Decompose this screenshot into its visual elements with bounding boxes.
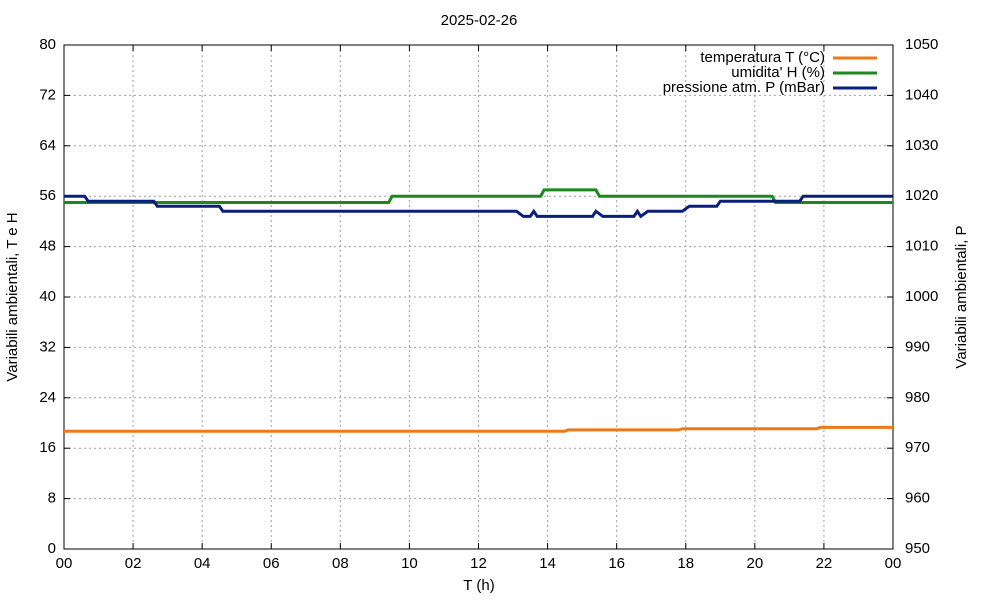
legend-label: umidita' H (%) bbox=[731, 64, 825, 81]
y-tick-label: 72 bbox=[39, 86, 56, 103]
y2-axis-label: Variabili ambientali, P bbox=[953, 225, 970, 368]
y2-tick-label: 1020 bbox=[905, 187, 938, 204]
x-tick-label: 02 bbox=[125, 555, 142, 572]
x-tick-label: 12 bbox=[470, 555, 487, 572]
x-tick-label: 06 bbox=[263, 555, 280, 572]
y-axis-label: Variabili ambientali, T e H bbox=[4, 212, 21, 381]
x-tick-label: 04 bbox=[194, 555, 211, 572]
x-tick-label: 18 bbox=[677, 555, 694, 572]
x-tick-label: 22 bbox=[816, 555, 833, 572]
y2-tick-label: 1050 bbox=[905, 36, 938, 53]
y-tick-label: 80 bbox=[39, 36, 56, 53]
y-tick-label: 24 bbox=[39, 389, 56, 406]
y-tick-label: 16 bbox=[39, 439, 56, 456]
y-tick-label: 0 bbox=[48, 540, 56, 557]
y2-tick-label: 990 bbox=[905, 338, 930, 355]
x-tick-label: 00 bbox=[56, 555, 73, 572]
series-line bbox=[64, 425, 893, 433]
series-line bbox=[64, 188, 893, 204]
x-tick-label: 16 bbox=[608, 555, 625, 572]
x-tick-label: 08 bbox=[332, 555, 349, 572]
y2-tick-label: 1040 bbox=[905, 86, 938, 103]
y2-tick-label: 970 bbox=[905, 439, 930, 456]
x-tick-label: 10 bbox=[401, 555, 418, 572]
y2-tick-label: 950 bbox=[905, 540, 930, 557]
x-tick-label: 14 bbox=[539, 555, 556, 572]
series-line bbox=[64, 194, 893, 219]
x-axis-label: T (h) bbox=[463, 577, 494, 594]
chart-title: 2025-02-26 bbox=[441, 12, 518, 29]
y2-tick-label: 980 bbox=[905, 389, 930, 406]
y2-tick-label: 1000 bbox=[905, 288, 938, 305]
x-tick-label: 00 bbox=[885, 555, 902, 572]
legend-label: pressione atm. P (mBar) bbox=[663, 79, 825, 96]
y-tick-label: 8 bbox=[48, 490, 56, 507]
y-tick-label: 64 bbox=[39, 137, 56, 154]
legend-label: temperatura T (°C) bbox=[700, 49, 825, 66]
y-tick-label: 32 bbox=[39, 338, 56, 355]
y2-tick-label: 1010 bbox=[905, 238, 938, 255]
y2-tick-label: 1030 bbox=[905, 137, 938, 154]
x-tick-label: 20 bbox=[746, 555, 763, 572]
plot-frame bbox=[63, 44, 894, 550]
y2-tick-label: 960 bbox=[905, 490, 930, 507]
y-tick-label: 56 bbox=[39, 187, 56, 204]
y-tick-label: 40 bbox=[39, 288, 56, 305]
y-tick-label: 48 bbox=[39, 238, 56, 255]
